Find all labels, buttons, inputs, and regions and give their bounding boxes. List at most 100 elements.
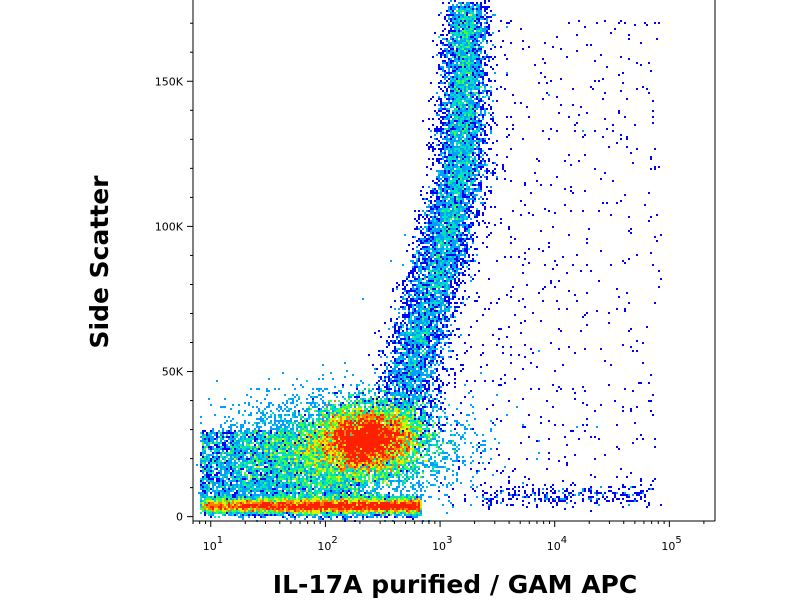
data-point (470, 128, 472, 130)
data-point (454, 132, 456, 134)
data-point (344, 398, 346, 400)
data-point (428, 342, 430, 344)
data-point (424, 284, 426, 286)
data-point (440, 292, 442, 294)
data-point (594, 80, 596, 82)
data-point (478, 152, 480, 154)
data-point (392, 384, 394, 386)
data-point (428, 274, 430, 276)
data-point (468, 94, 470, 96)
data-point (462, 166, 464, 168)
data-point (422, 290, 424, 292)
data-point (490, 232, 492, 234)
data-point (564, 204, 566, 206)
data-point (282, 372, 284, 374)
data-point (412, 368, 414, 370)
data-point (542, 300, 544, 302)
data-point (442, 208, 444, 210)
data-point (436, 208, 438, 210)
data-point (298, 398, 300, 400)
data-point (422, 368, 424, 370)
data-point (442, 144, 444, 146)
data-point (444, 148, 446, 150)
data-point (476, 22, 478, 24)
data-point (424, 222, 426, 224)
data-point (476, 42, 478, 44)
data-point (476, 106, 478, 108)
data-point (390, 320, 392, 322)
data-point (314, 396, 316, 398)
data-point (454, 66, 456, 68)
data-point (422, 282, 424, 284)
data-point (426, 402, 428, 404)
data-point (458, 136, 460, 138)
data-point (426, 144, 428, 146)
data-point (438, 204, 440, 206)
data-point (398, 370, 400, 372)
data-point (442, 334, 444, 336)
data-point (468, 168, 470, 170)
data-point (570, 210, 572, 212)
data-point (468, 92, 470, 94)
data-point (486, 172, 488, 174)
data-point (470, 156, 472, 158)
data-point (424, 312, 426, 314)
data-point (656, 214, 658, 216)
data-point (446, 296, 448, 298)
data-point (482, 34, 484, 36)
data-point (406, 276, 408, 278)
data-point (432, 164, 434, 166)
data-point (386, 376, 388, 378)
data-point (444, 38, 446, 40)
data-point (408, 338, 410, 340)
data-point (466, 104, 468, 106)
data-point (458, 142, 460, 144)
data-point (464, 166, 466, 168)
data-point (436, 222, 438, 224)
data-point (436, 192, 438, 194)
data-point (468, 70, 470, 72)
data-point (470, 114, 472, 116)
data-point (438, 278, 440, 280)
data-point (454, 184, 456, 186)
data-point (454, 94, 456, 96)
data-point (424, 250, 426, 252)
data-point (428, 282, 430, 284)
data-point (472, 62, 474, 64)
data-point (456, 46, 458, 48)
data-point (392, 376, 394, 378)
data-point (454, 232, 456, 234)
data-point (378, 376, 380, 378)
data-point (436, 238, 438, 240)
data-point (538, 82, 540, 84)
data-point (438, 300, 440, 302)
data-point (398, 312, 400, 314)
data-point (548, 94, 550, 96)
data-point (452, 252, 454, 254)
data-point (562, 256, 564, 258)
data-point (440, 396, 442, 398)
data-point (444, 304, 446, 306)
data-point (472, 4, 474, 6)
data-point (448, 170, 450, 172)
data-point (442, 232, 444, 234)
data-point (464, 384, 466, 386)
data-point (406, 346, 408, 348)
data-point (428, 398, 430, 400)
data-point (414, 318, 416, 320)
data-point (458, 44, 460, 46)
data-point (456, 288, 458, 290)
data-point (452, 198, 454, 200)
data-point (436, 144, 438, 146)
data-point (482, 124, 484, 126)
data-point (464, 10, 466, 12)
data-point (450, 218, 452, 220)
data-point (308, 394, 310, 396)
data-point (398, 328, 400, 330)
data-point (458, 224, 460, 226)
data-point (428, 260, 430, 262)
data-point (442, 146, 444, 148)
data-point (286, 400, 288, 402)
data-point (442, 348, 444, 350)
data-point (478, 222, 480, 224)
